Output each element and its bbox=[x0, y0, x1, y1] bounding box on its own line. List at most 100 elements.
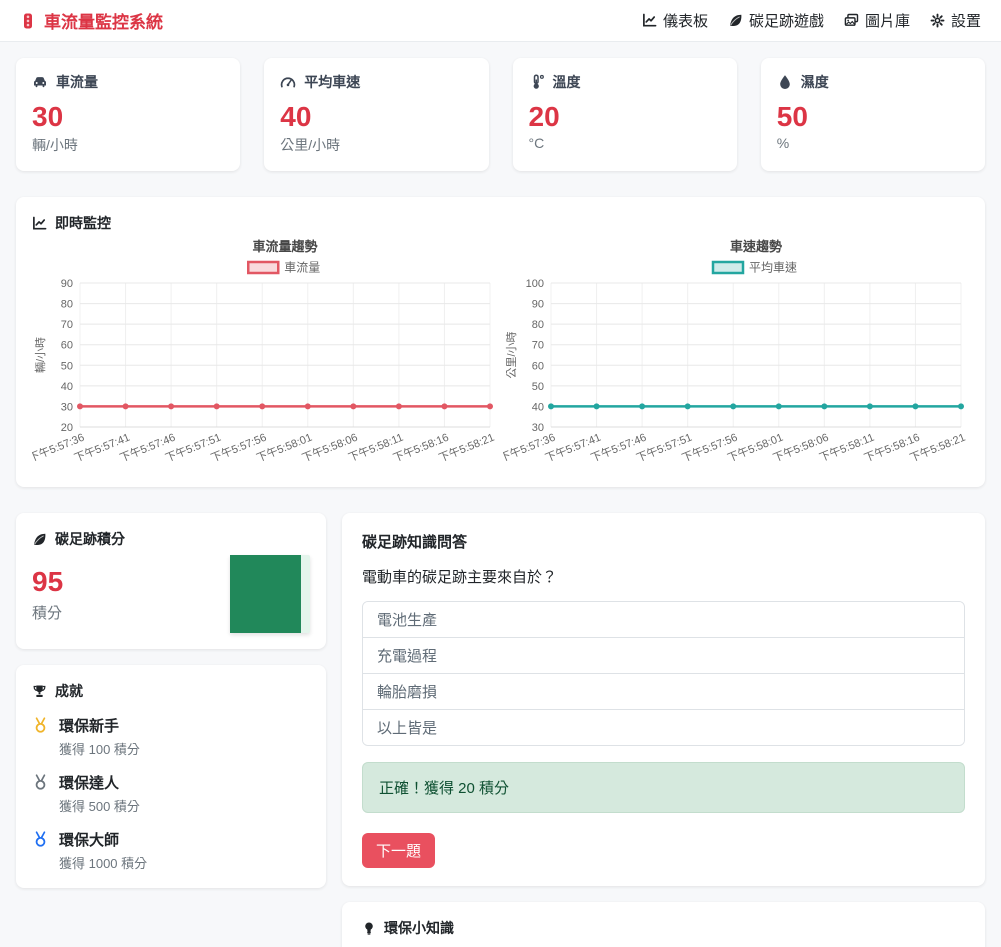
eco-tips-card: 環保小知識 共乘可以減少碳排放 每減少一輛車上路，就能減少約 2.3 公斤的二氧… bbox=[342, 902, 985, 947]
score-value: 95 bbox=[32, 565, 64, 597]
nav-label: 圖片庫 bbox=[864, 13, 910, 30]
achievements-title: 成就 bbox=[55, 683, 83, 700]
svg-text:90: 90 bbox=[61, 278, 73, 290]
svg-text:公里/小時: 公里/小時 bbox=[505, 332, 518, 379]
achievement-name: 環保大師 bbox=[59, 832, 120, 850]
quiz-question: 電動車的碳足跡主要來自於？ bbox=[362, 569, 558, 587]
svg-text:50: 50 bbox=[61, 360, 73, 372]
nav-label: 碳足跡遊戲 bbox=[748, 13, 824, 30]
svg-text:70: 70 bbox=[61, 319, 73, 331]
score-title: 碳足跡積分 bbox=[55, 531, 125, 548]
stat-value: 40 bbox=[280, 101, 312, 132]
app-brand[interactable]: 車流量監控系統 bbox=[20, 8, 163, 33]
gear-icon bbox=[930, 13, 945, 28]
svg-text:40: 40 bbox=[531, 402, 543, 414]
achievement-desc: 獲得 1000 積分 bbox=[59, 856, 148, 872]
achievement-name: 環保新手 bbox=[59, 718, 120, 736]
stat-unit: % bbox=[776, 135, 790, 152]
stats-row: 車流量 30 輛/小時 平均車速 40 公里/小時 溫度 20 °C bbox=[16, 58, 985, 172]
stat-label: 車流量 bbox=[56, 74, 98, 90]
medal-silver-icon bbox=[32, 772, 49, 815]
svg-text:20: 20 bbox=[61, 422, 73, 434]
medal-gold-icon bbox=[32, 715, 49, 758]
score-unit: 積分 bbox=[32, 604, 63, 622]
images-icon bbox=[844, 13, 859, 28]
chart-line-icon bbox=[642, 13, 657, 28]
svg-text:車流量: 車流量 bbox=[284, 261, 320, 275]
main-nav: 儀表板 碳足跡遊戲 圖片庫 設置 bbox=[642, 10, 981, 31]
realtime-monitor-card: 即時監控 20 30 40 50 60 70 80 90 下午5:57:36 下午5:57:41 下… bbox=[16, 197, 985, 488]
achievement-desc: 獲得 500 積分 bbox=[59, 799, 140, 815]
stat-card-humidity: 濕度 50 % bbox=[760, 58, 985, 172]
gauge-icon bbox=[280, 74, 296, 90]
stat-label: 濕度 bbox=[800, 74, 829, 90]
svg-text:100: 100 bbox=[525, 278, 543, 290]
svg-text:50: 50 bbox=[531, 381, 543, 393]
app-title: 車流量監控系統 bbox=[44, 13, 163, 32]
monitor-title: 即時監控 bbox=[55, 215, 111, 232]
stat-card-temperature: 溫度 20 °C bbox=[512, 58, 737, 172]
svg-text:平均車速: 平均車速 bbox=[749, 260, 797, 275]
achievements-card: 成就 環保新手 獲得 100 積分 環保達人 bbox=[16, 665, 326, 889]
carbon-cube-canvas[interactable] bbox=[230, 555, 310, 634]
nav-item-carbon-game[interactable]: 碳足跡遊戲 bbox=[728, 10, 824, 31]
car-icon bbox=[32, 74, 48, 90]
stat-unit: 輛/小時 bbox=[32, 137, 78, 154]
stat-label: 平均車速 bbox=[304, 74, 361, 90]
nav-label: 儀表板 bbox=[662, 13, 708, 30]
svg-text:80: 80 bbox=[61, 299, 73, 311]
quiz-card: 碳足跡知識問答 電動車的碳足跡主要來自於？ 電池生產 充電過程 輪胎磨損 以上皆… bbox=[342, 513, 985, 887]
nav-label: 設置 bbox=[950, 13, 981, 30]
stat-card-traffic: 車流量 30 輛/小時 bbox=[16, 58, 241, 172]
next-question-button[interactable]: 下一題 bbox=[362, 833, 436, 869]
quiz-option-1[interactable]: 電池生產 bbox=[363, 602, 964, 638]
speed-trend-chart[interactable]: 30 40 50 60 70 80 90 100 下午5:57:36 下午5:57:41 下午5:5… bbox=[503, 239, 970, 471]
achievement-row-expert: 環保達人 獲得 500 積分 bbox=[32, 772, 310, 815]
achievement-row-novice: 環保新手 獲得 100 積分 bbox=[32, 715, 310, 758]
leaf-icon bbox=[728, 13, 743, 28]
svg-text:60: 60 bbox=[531, 360, 543, 372]
svg-text:車速趨勢: 車速趨勢 bbox=[729, 239, 781, 254]
achievement-name: 環保達人 bbox=[59, 775, 120, 793]
quiz-options: 電池生產 充電過程 輪胎磨損 以上皆是 bbox=[362, 601, 965, 747]
chart-line-icon bbox=[32, 216, 47, 231]
stat-label: 溫度 bbox=[552, 74, 581, 90]
traffic-trend-chart[interactable]: 20 30 40 50 60 70 80 90 下午5:57:36 下午5:57:41 下午5:57… bbox=[32, 239, 499, 471]
trophy-icon bbox=[32, 684, 47, 699]
green-cube bbox=[230, 555, 301, 634]
svg-text:30: 30 bbox=[61, 402, 73, 414]
stat-value: 30 bbox=[32, 101, 64, 132]
svg-text:輛/小時: 輛/小時 bbox=[34, 337, 47, 373]
quiz-option-3[interactable]: 輪胎磨損 bbox=[363, 673, 964, 710]
svg-text:30: 30 bbox=[531, 422, 543, 434]
nav-item-gallery[interactable]: 圖片庫 bbox=[844, 10, 910, 31]
achievement-desc: 獲得 100 積分 bbox=[59, 742, 140, 758]
medal-blue-icon bbox=[32, 829, 49, 872]
svg-text:車流量趨勢: 車流量趨勢 bbox=[252, 239, 317, 254]
stat-unit: °C bbox=[528, 135, 545, 152]
achievement-row-master: 環保大師 獲得 1000 積分 bbox=[32, 829, 310, 872]
svg-text:60: 60 bbox=[61, 340, 73, 352]
main-content: 車流量 30 輛/小時 平均車速 40 公里/小時 溫度 20 °C bbox=[0, 42, 1001, 947]
tips-title: 環保小知識 bbox=[384, 920, 454, 937]
carbon-score-card: 碳足跡積分 95 積分 bbox=[16, 513, 326, 650]
svg-text:70: 70 bbox=[531, 340, 543, 352]
nav-item-settings[interactable]: 設置 bbox=[930, 10, 981, 31]
stat-unit: 公里/小時 bbox=[280, 137, 341, 154]
thermometer-icon bbox=[529, 74, 545, 90]
quiz-option-4[interactable]: 以上皆是 bbox=[363, 709, 964, 746]
svg-text:80: 80 bbox=[531, 319, 543, 331]
top-navbar: 車流量監控系統 儀表板 碳足跡遊戲 圖片庫 設置 bbox=[0, 0, 1001, 42]
quiz-option-2[interactable]: 充電過程 bbox=[363, 637, 964, 674]
lightbulb-icon bbox=[362, 921, 376, 936]
svg-text:90: 90 bbox=[531, 299, 543, 311]
svg-text:40: 40 bbox=[61, 381, 73, 393]
quiz-title: 碳足跡知識問答 bbox=[362, 534, 468, 552]
left-column: 碳足跡積分 95 積分 成就 bbox=[16, 513, 326, 889]
nav-item-dashboard[interactable]: 儀表板 bbox=[642, 10, 708, 31]
traffic-light-icon bbox=[20, 13, 36, 29]
stat-value: 20 bbox=[528, 101, 560, 132]
stat-card-speed: 平均車速 40 公里/小時 bbox=[264, 58, 489, 172]
leaf-icon bbox=[32, 532, 47, 547]
right-column: 碳足跡知識問答 電動車的碳足跡主要來自於？ 電池生產 充電過程 輪胎磨損 以上皆… bbox=[342, 513, 985, 947]
